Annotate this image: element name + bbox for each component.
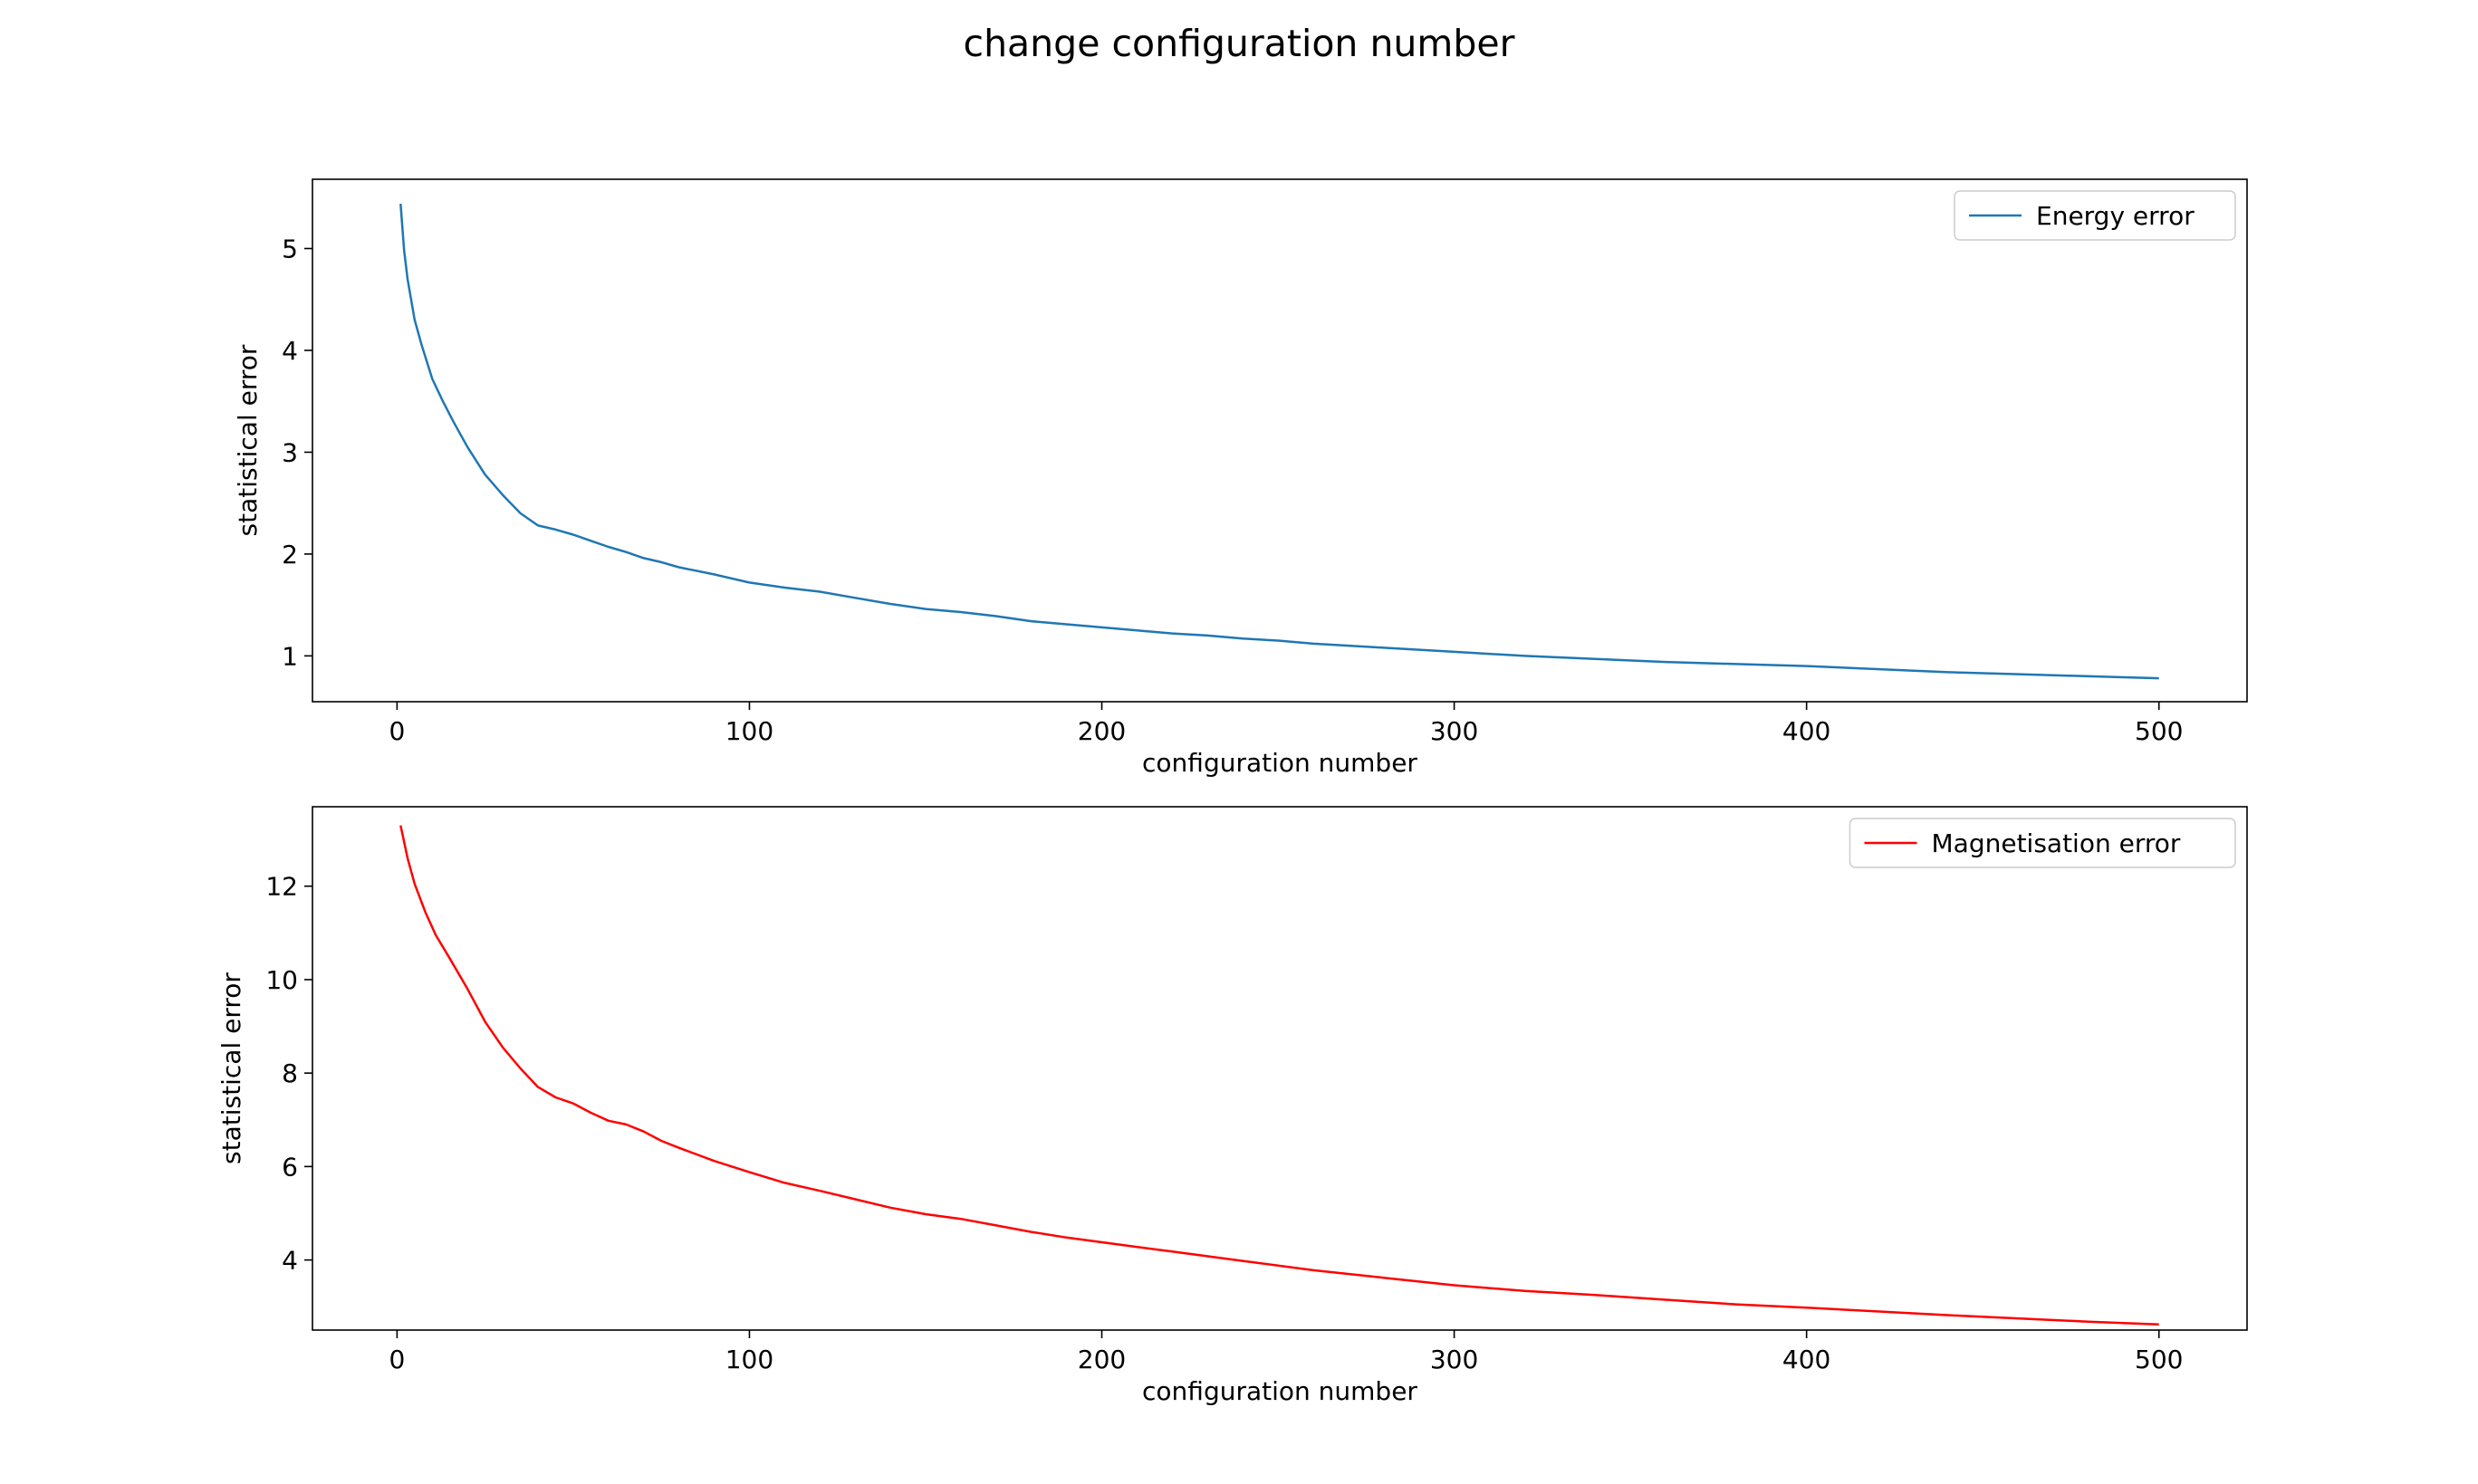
magnetisation-x-tick-label: 0 — [389, 1345, 405, 1374]
energy-x-tick-label: 400 — [1782, 716, 1830, 746]
energy-y-axis-label: statistical error — [233, 344, 263, 536]
magnetisation-legend: Magnetisation error — [1849, 818, 2236, 868]
energy-y-tick-label: 2 — [282, 540, 298, 570]
magnetisation-y-tick-label: 4 — [282, 1246, 298, 1276]
magnetisation-x-tick-label: 500 — [2135, 1345, 2183, 1374]
energy-legend-box — [1954, 190, 2236, 241]
energy-y-tick-label: 1 — [282, 641, 298, 671]
energy-y-tick-label: 3 — [282, 437, 298, 467]
energy-x-tick-label: 200 — [1078, 716, 1126, 746]
magnetisation-y-tick-label: 8 — [282, 1058, 298, 1088]
magnetisation-y-tick-label: 10 — [265, 965, 298, 995]
energy-x-axis-label: configuration number — [1142, 748, 1417, 778]
magnetisation-x-tick-label: 400 — [1782, 1345, 1830, 1374]
energy-x-tick-label: 500 — [2135, 716, 2183, 746]
energy-x-tick-label: 0 — [389, 716, 405, 746]
magnetisation-error-panel: 0 100 200 300 400 500 4 6 8 10 12 configuration num… — [216, 806, 2248, 1406]
magnetisation-x-tick-label: 200 — [1078, 1345, 1126, 1374]
energy-series-line-0 — [399, 203, 2159, 680]
energy-error-panel: 0 100 200 300 400 500 1 2 3 4 5 configuration numbe… — [233, 178, 2248, 778]
energy-y-tick-label: 5 — [282, 234, 298, 263]
magnetisation-y-axis-label: statistical error — [216, 972, 246, 1164]
magnetisation-legend-box — [1849, 818, 2236, 868]
figure-title: change configuration number — [964, 22, 1515, 65]
magnetisation-x-tick-label: 100 — [725, 1345, 773, 1374]
energy-y-tick-label: 4 — [282, 336, 298, 366]
magnetisation-y-tick-label: 12 — [265, 872, 298, 902]
energy-axes-frame — [312, 178, 2248, 703]
magnetisation-x-tick-label: 300 — [1430, 1345, 1478, 1374]
magnetisation-y-tick-label: 6 — [282, 1152, 298, 1182]
energy-legend: Energy error — [1954, 190, 2236, 241]
magnetisation-legend-label: Magnetisation error — [1932, 828, 2181, 858]
energy-x-tick-label: 300 — [1430, 716, 1478, 746]
magnetisation-series-line-0 — [399, 825, 2159, 1326]
energy-legend-label: Energy error — [2036, 201, 2195, 231]
energy-x-tick-label: 100 — [725, 716, 773, 746]
magnetisation-x-axis-label: configuration number — [1142, 1376, 1417, 1406]
magnetisation-axes-frame — [312, 806, 2248, 1331]
